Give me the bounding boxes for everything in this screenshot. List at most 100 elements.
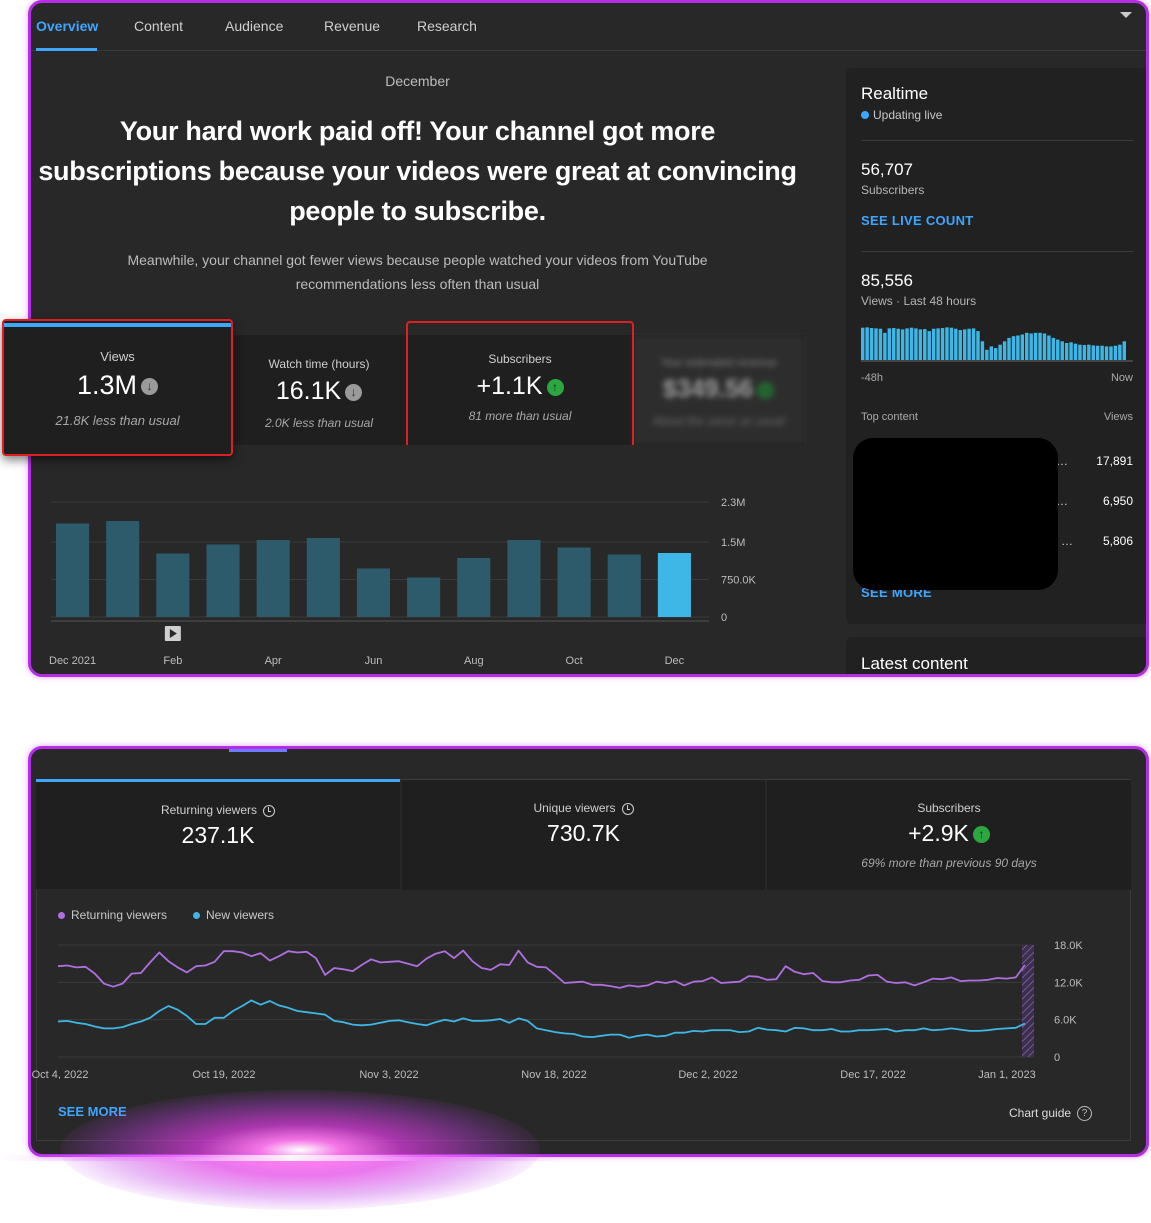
metric-label: Returning viewers — [36, 803, 400, 817]
legend-new[interactable]: New viewers — [193, 908, 274, 922]
spark-bar — [998, 344, 1002, 360]
x-tick-label: Nov 3, 2022 — [359, 1069, 418, 1079]
realtime-title: Realtime — [861, 84, 929, 103]
spark-bar — [909, 327, 914, 360]
legend-dot — [193, 912, 200, 920]
partial-data-region — [1022, 945, 1034, 1057]
spark-end-label: Now — [1110, 372, 1133, 384]
see-live-count-link[interactable]: SEE LIVE COUNT — [861, 213, 974, 228]
metric-card-subscribers[interactable]: Subscribers +1.1K ↑ 81 more than usual — [409, 335, 631, 445]
metric-card-revenue[interactable]: Your estimated revenue $349.56– About th… — [633, 335, 804, 445]
metric-cards-row: Watch time (hours) 16.1K ↓ 2.0K less than… — [31, 335, 804, 445]
views-bar — [407, 577, 441, 617]
audience-line-chart: 0 6.0K 12.0K 18.0K Oct 4, 2022 Oct 19, 2022 No… — [32, 940, 1084, 1079]
metric-value: 237.1K — [181, 822, 255, 848]
spark-bar — [994, 348, 998, 360]
tab-content[interactable]: Content — [134, 18, 184, 34]
tab-overview[interactable]: Overview — [36, 18, 99, 34]
spark-bar — [1113, 345, 1118, 360]
spark-bar — [1122, 341, 1126, 360]
spark-bar — [900, 329, 905, 360]
arrow-down-icon: ↓ — [345, 383, 363, 401]
spark-bar — [1100, 345, 1104, 360]
tab-bar: Overview Content Audience Revenue Resear… — [31, 3, 1146, 51]
metric-note: 69% more than previous 90 days — [861, 856, 1037, 870]
tab-research[interactable]: Research — [417, 18, 477, 34]
insight-subline: Meanwhile, your channel got fewer views … — [127, 252, 708, 292]
spark-bar — [989, 346, 993, 360]
spark-bar — [1073, 343, 1078, 360]
metric-card-subscribers-90d[interactable]: Subscribers +2.9K ↑ 69% more than previou… — [767, 780, 1131, 890]
y-tick-label: 2.3M — [721, 497, 745, 509]
spark-bar — [949, 327, 954, 360]
spark-bar — [918, 329, 923, 360]
live-dot-icon — [861, 111, 869, 119]
y-tick-label: 6.0K — [1054, 1015, 1077, 1027]
metric-card-watch-time[interactable]: Watch time (hours) 16.1K ↓ 2.0K less than… — [234, 335, 404, 445]
metric-note: 2.0K less than usual — [264, 416, 374, 430]
metric-value: 1.3M ↓ — [4, 370, 231, 401]
x-tick-label: Feb — [163, 655, 182, 667]
metric-label: Subscribers — [488, 352, 552, 366]
metric-card-views[interactable]: Views 1.3M ↓ 21.8K less than usual — [2, 319, 233, 456]
decorative-glow-line — [0, 1155, 560, 1161]
tab-revenue[interactable]: Revenue — [324, 18, 381, 34]
live-status: Updating live — [861, 108, 942, 122]
metric-card-unique-viewers[interactable]: Unique viewers 730.7K — [402, 780, 765, 890]
metric-card-returning-viewers[interactable]: Returning viewers 237.1K — [36, 779, 400, 889]
spark-bar — [1042, 333, 1047, 360]
metric-value: 730.7K — [547, 820, 620, 846]
chevron-down-icon[interactable] — [1120, 12, 1132, 18]
views-bar — [507, 540, 541, 617]
chart-guide-button[interactable]: Chart guide? — [1009, 1106, 1093, 1122]
arrow-down-icon: ↓ — [141, 378, 159, 396]
metric-value: 16.1K ↓ — [234, 377, 404, 406]
spark-bar — [1060, 341, 1064, 360]
spark-bar — [985, 349, 989, 360]
metric-label: Watch time (hours) — [268, 357, 370, 371]
spark-bar — [865, 327, 869, 360]
metric-note: About the same as usual — [652, 414, 785, 428]
y-tick-label: 0 — [1054, 1052, 1060, 1064]
spark-bar — [914, 328, 918, 360]
tab-audience[interactable]: Audience — [225, 18, 284, 34]
views-bar — [356, 568, 391, 617]
arrow-up-icon: ↑ — [546, 378, 564, 396]
spark-bar — [971, 328, 976, 360]
views-bar — [106, 521, 140, 617]
metric-note: 21.8K less than usual — [55, 413, 180, 428]
legend-returning[interactable]: Returning viewers — [58, 908, 167, 922]
spark-bar — [905, 328, 909, 360]
top-item-views: 5,806 — [1102, 534, 1133, 548]
spark-bar — [1104, 346, 1109, 360]
insight-headline: Your hard work paid off! Your channel go… — [38, 116, 797, 226]
arrow-up-icon: ↑ — [972, 826, 990, 844]
views-bar — [56, 523, 90, 617]
spark-bar — [1016, 335, 1020, 360]
x-tick-label: Dec — [665, 655, 685, 667]
subscriber-count: 56,707 — [861, 160, 913, 179]
divider — [861, 251, 1133, 252]
x-tick-label: Oct 4, 2022 — [32, 1069, 89, 1079]
top-item-views: 6,950 — [1102, 494, 1133, 508]
spark-bar — [958, 330, 962, 360]
spark-bar — [1007, 337, 1011, 360]
spark-bar — [1051, 337, 1056, 360]
metric-label: Unique viewers — [402, 801, 765, 815]
subscriber-count-label: Subscribers — [861, 183, 925, 197]
y-tick-label: 12.0K — [1054, 977, 1083, 989]
spark-bar — [967, 328, 971, 360]
spark-bar — [927, 331, 931, 360]
views-chart-area: 0 750.0K 1.5M 2.3M Dec 2021 Feb Apr Jun Aug Oct De… — [31, 445, 804, 674]
spark-bar — [1002, 341, 1007, 360]
spark-bar — [1020, 334, 1025, 360]
see-more-link[interactable]: SEE MORE — [58, 1104, 127, 1119]
spark-bar — [878, 328, 883, 360]
metric-value: +2.9K ↑ — [767, 820, 1131, 847]
divider — [861, 140, 1133, 141]
spark-bar — [1091, 345, 1095, 360]
x-tick-label: Jan 1, 2023 — [978, 1069, 1036, 1079]
spark-start-label: -48h — [861, 372, 884, 384]
views-bar — [206, 544, 240, 617]
x-tick-label: Oct 19, 2022 — [193, 1069, 256, 1079]
